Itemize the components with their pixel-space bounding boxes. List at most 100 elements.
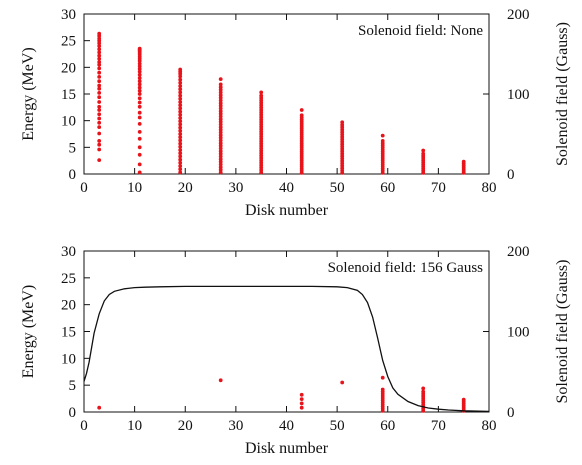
energy-data-point — [97, 75, 102, 79]
x-tick-label: 50 — [330, 180, 345, 196]
energy-data-point — [97, 116, 102, 121]
energy-data-point — [218, 114, 223, 119]
x-tick-label: 20 — [178, 180, 193, 196]
energy-data-point — [178, 84, 183, 88]
x-tick-label: 70 — [431, 180, 446, 196]
x-tick-label: 30 — [228, 418, 243, 434]
energy-data-point — [178, 164, 183, 168]
x-tick-label: 60 — [380, 418, 395, 434]
energy-data-point — [97, 139, 102, 143]
x-tick-label: 60 — [380, 180, 395, 196]
x-tick-label: 30 — [228, 180, 243, 196]
energy-data-point — [137, 96, 142, 101]
energy-data-point — [137, 110, 142, 115]
energy-data-point — [178, 100, 183, 104]
energy-data-point — [380, 139, 385, 143]
energy-data-point — [97, 79, 102, 84]
energy-data-point — [137, 82, 142, 87]
x-axis-label: Disk number — [245, 202, 329, 219]
x-tick-label: 10 — [127, 418, 142, 434]
y2-tick-label: 0 — [507, 167, 515, 183]
energy-data-point — [218, 146, 223, 151]
energy-data-point — [97, 36, 102, 41]
energy-data-point — [97, 108, 102, 112]
y2-tick-label: 200 — [507, 244, 530, 260]
y-tick-label: 20 — [61, 60, 76, 76]
energy-data-point — [137, 104, 142, 109]
energy-data-point — [137, 76, 142, 80]
energy-data-point — [178, 96, 183, 101]
energy-data-point — [97, 131, 102, 136]
energy-data-point — [97, 83, 102, 88]
energy-data-point — [218, 90, 223, 95]
x-tick-label: 20 — [178, 418, 193, 434]
energy-data-point — [178, 77, 183, 82]
energy-data-point — [97, 95, 102, 100]
y2-tick-label: 0 — [507, 405, 515, 421]
energy-data-point — [461, 397, 466, 402]
energy-data-point — [218, 85, 223, 89]
energy-data-point — [218, 127, 223, 132]
energy-data-point — [97, 91, 102, 95]
energy-data-point — [178, 160, 183, 165]
y-tick-label: 10 — [61, 114, 76, 130]
energy-data-point — [380, 375, 385, 380]
energy-data-point — [218, 159, 223, 164]
energy-data-point — [137, 130, 142, 134]
energy-data-point — [97, 142, 102, 147]
energy-data-point — [340, 123, 345, 127]
energy-data-point — [218, 165, 223, 170]
energy-data-point — [178, 141, 183, 146]
y-tick-label: 15 — [61, 325, 76, 341]
energy-data-point — [461, 159, 466, 164]
energy-data-point — [178, 157, 183, 162]
energy-data-point — [218, 95, 223, 100]
energy-data-point — [178, 67, 183, 72]
energy-data-point — [218, 378, 223, 383]
y-tick-label: 15 — [61, 87, 76, 103]
energy-data-point — [218, 106, 223, 111]
energy-data-point — [299, 113, 304, 118]
field-annotation: Solenoid field: 156 Gauss — [328, 260, 484, 276]
y2-tick-label: 200 — [507, 7, 530, 23]
energy-data-point — [97, 44, 102, 48]
energy-data-point — [97, 41, 102, 46]
energy-data-point — [299, 405, 304, 410]
energy-data-point — [97, 50, 102, 55]
energy-data-point — [178, 119, 183, 124]
energy-data-point — [218, 138, 223, 143]
energy-data-point — [137, 122, 142, 126]
y-tick-label: 10 — [61, 351, 76, 367]
energy-data-point — [421, 148, 426, 153]
energy-data-point — [137, 136, 142, 141]
energy-data-point — [97, 86, 102, 91]
energy-data-point — [178, 90, 183, 95]
energy-data-point — [97, 104, 102, 109]
energy-data-point — [218, 162, 223, 167]
energy-data-point — [421, 386, 426, 391]
energy-data-point — [218, 141, 223, 146]
energy-data-point — [178, 112, 183, 117]
energy-data-point — [218, 167, 223, 172]
energy-data-point — [178, 135, 183, 140]
energy-data-point — [218, 125, 223, 129]
energy-data-point — [380, 387, 385, 392]
energy-data-point — [97, 62, 102, 67]
x-tick-label: 10 — [127, 180, 142, 196]
y-tick-label: 30 — [61, 244, 76, 260]
energy-data-point — [178, 109, 183, 114]
y-tick-label: 25 — [61, 34, 76, 50]
energy-data-point — [137, 64, 142, 69]
y2-tick-label: 100 — [507, 87, 530, 103]
y2-tick-label: 100 — [507, 325, 530, 341]
energy-data-point — [97, 100, 102, 104]
energy-data-point — [340, 120, 345, 125]
energy-data-point — [178, 154, 183, 159]
energy-data-point — [218, 117, 223, 121]
x-tick-label: 0 — [80, 418, 88, 434]
energy-data-point — [178, 116, 183, 120]
energy-data-point — [178, 138, 183, 143]
energy-data-point — [380, 133, 385, 138]
energy-data-point — [137, 170, 142, 175]
x-tick-label: 40 — [279, 418, 294, 434]
